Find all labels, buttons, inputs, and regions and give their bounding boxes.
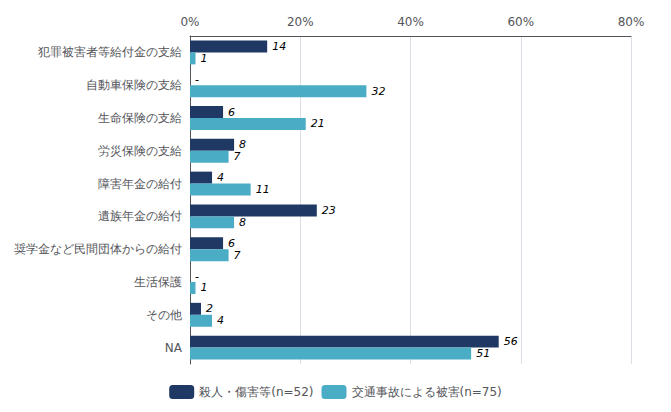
svg-text:0%: 0% <box>180 15 199 29</box>
svg-text:51: 51 <box>476 347 490 360</box>
svg-text:NA: NA <box>165 341 183 355</box>
svg-text:自動車保険の支給: 自動車保険の支給 <box>86 78 182 92</box>
svg-text:労災保険の支給: 労災保険の支給 <box>98 144 182 158</box>
svg-text:60%: 60% <box>507 15 534 29</box>
svg-text:7: 7 <box>234 150 241 163</box>
svg-text:20%: 20% <box>287 15 314 29</box>
svg-text:6: 6 <box>228 106 235 119</box>
svg-text:80%: 80% <box>618 15 645 29</box>
svg-text:40%: 40% <box>397 15 424 29</box>
svg-text:56: 56 <box>504 335 518 348</box>
svg-text:その他: その他 <box>146 308 182 322</box>
svg-text:32: 32 <box>371 85 385 98</box>
svg-text:-: - <box>195 73 199 86</box>
svg-text:1: 1 <box>201 52 208 65</box>
svg-text:7: 7 <box>234 249 241 262</box>
svg-text:23: 23 <box>322 204 336 217</box>
svg-text:-: - <box>195 270 199 283</box>
svg-text:4: 4 <box>217 171 224 184</box>
svg-text:21: 21 <box>311 117 325 130</box>
svg-text:生命保険の支給: 生命保険の支給 <box>98 111 182 125</box>
svg-text:生活保護: 生活保護 <box>134 275 182 289</box>
svg-text:14: 14 <box>272 40 286 53</box>
svg-text:4: 4 <box>217 314 224 327</box>
svg-text:障害年金の給付: 障害年金の給付 <box>98 177 182 191</box>
svg-text:1: 1 <box>201 281 208 294</box>
svg-text:奨学金など民間団体からの給付: 奨学金など民間団体からの給付 <box>14 242 182 256</box>
svg-text:8: 8 <box>239 216 246 229</box>
svg-text:遺族年金の給付: 遺族年金の給付 <box>98 209 182 223</box>
svg-text:11: 11 <box>256 183 270 196</box>
svg-text:犯罪被害者等給付金の支給: 犯罪被害者等給付金の支給 <box>38 45 182 59</box>
svg-text:6: 6 <box>228 236 236 250</box>
svg-text:8: 8 <box>239 138 247 152</box>
svg-text:交通事故による被害(n=75): 交通事故による被害(n=75) <box>352 385 502 399</box>
svg-text:殺人・傷害等(n=52): 殺人・傷害等(n=52) <box>199 385 313 399</box>
svg-text:2: 2 <box>206 302 213 315</box>
